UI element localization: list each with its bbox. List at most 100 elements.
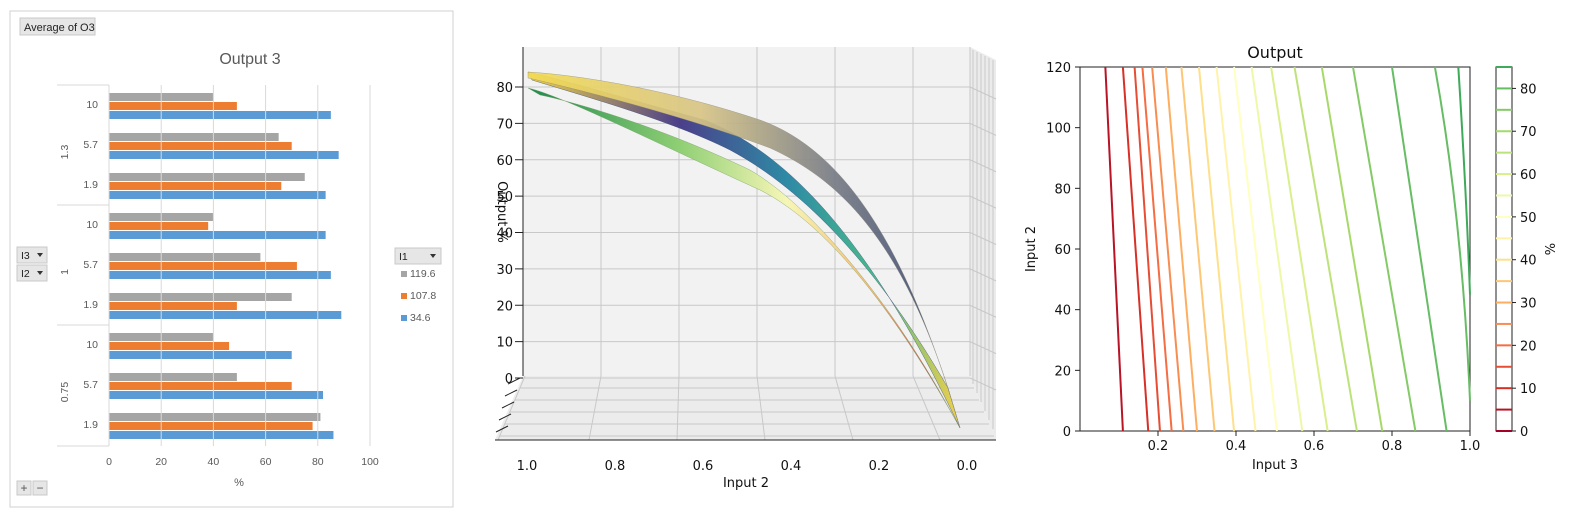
surface-3d-chart: 0 10 20 30 40 50 60 70 80 1.0 0.8 0.6 0.4 0.2 0.0 Out…: [494, 47, 997, 491]
grid-line: [969, 122, 997, 136]
y-axis-categories: 1.3 10 5.7 1.9 1 10 5.7 1.9 0.75 10 5.7 1.9: [57, 84, 110, 447]
bar-107.8: [109, 422, 313, 430]
bar-107.8: [109, 222, 209, 230]
x-tick-label: 60: [260, 456, 272, 468]
x-tick-label: 0.4: [1226, 439, 1247, 454]
contour-line: [1457, 66, 1471, 295]
contour-line: [1320, 66, 1384, 432]
contour-line: [1180, 66, 1216, 432]
contour-lines: [1104, 66, 1471, 432]
grid-line: [497, 375, 526, 441]
chart-title: Output 3: [219, 51, 280, 68]
colorbar-tick-label: 0: [1520, 425, 1528, 440]
depth-tick-mark: [507, 377, 521, 385]
x-tick-label: 80: [312, 456, 324, 468]
x-tick-label: 0.6: [693, 459, 714, 474]
category-label: 5.7: [83, 379, 98, 391]
y-tick-label: 40: [1054, 304, 1071, 319]
y-tick-label: 120: [1046, 61, 1071, 76]
bar-107.8: [109, 262, 297, 270]
depth-tick-mark: [498, 413, 512, 421]
z-tick-label: 10: [496, 336, 513, 351]
y-tick-label: 100: [1046, 122, 1071, 137]
colorbar-tick-label: 70: [1520, 125, 1537, 140]
grid-line: [969, 195, 997, 209]
dropdown-arrow-icon: [430, 254, 436, 258]
x-tick-label: 0.2: [869, 459, 890, 474]
legend-field-label: I1: [399, 251, 408, 263]
z-tick-label: 30: [496, 263, 513, 278]
bar-34.6: [109, 431, 334, 439]
bar-34.6: [109, 311, 342, 319]
x-axis-label: Input 3: [1252, 458, 1298, 473]
dropdown-arrow-icon: [37, 271, 43, 275]
bar-34.6: [109, 351, 292, 359]
collapse-button[interactable]: −: [32, 480, 48, 496]
expand-button[interactable]: +: [16, 480, 32, 496]
z-axis-ticks: 0 10 20 30 40 50 60 70 80: [496, 81, 523, 387]
legend-label: 34.6: [410, 312, 431, 324]
grid-line: [969, 86, 997, 100]
x-axis-label: %: [234, 477, 244, 489]
contour-line: [1433, 66, 1471, 401]
bar-34.6: [109, 391, 324, 399]
bar-34.6: [109, 151, 339, 159]
grid-line: [676, 375, 680, 441]
legend-label: 107.8: [410, 290, 436, 302]
x-tick-label: 20: [155, 456, 167, 468]
collapse-label: −: [36, 481, 43, 495]
bar-107.8: [109, 342, 230, 350]
category-label: 5.7: [83, 259, 98, 271]
x-tick-label: 0.0: [957, 459, 978, 474]
bar-119.6: [109, 293, 292, 301]
bar-34.6: [109, 271, 331, 279]
grid-line: [834, 375, 854, 441]
bar-34.6: [109, 191, 326, 199]
y-tick-label: 20: [1054, 364, 1071, 379]
x-tick-label: 100: [361, 456, 379, 468]
legend: 119.6 107.8 34.6: [401, 268, 436, 324]
colorbar-tick-label: 10: [1520, 382, 1537, 397]
legend-field-button-i1[interactable]: I1: [394, 247, 442, 265]
bar-119.6: [109, 173, 305, 181]
x-tick-label: 0.2: [1148, 439, 1169, 454]
contour-line: [1141, 66, 1173, 432]
group-label: 1.3: [59, 145, 71, 160]
x-tick-label: 1.0: [517, 459, 538, 474]
surface-gray: [527, 71, 961, 429]
expand-label: +: [20, 481, 27, 495]
row-field-button-i3[interactable]: I3: [16, 246, 48, 264]
pivot-value-field-button[interactable]: Average of O3: [19, 17, 96, 36]
bar-119.6: [109, 133, 279, 141]
contour-line: [1151, 66, 1185, 432]
row-field-i3-label: I3: [21, 250, 30, 262]
pivot-bar-chart: Average of O3 Output 3 0 20 40 60 80 100 1.31…: [9, 10, 454, 508]
y-tick-label: 0: [1063, 425, 1071, 440]
grid-line: [969, 377, 997, 391]
x-axis-label: Input 2: [723, 476, 769, 491]
category-label: 1.9: [83, 179, 98, 191]
group-label: 0.75: [59, 382, 71, 403]
z-tick-label: 50: [496, 190, 513, 205]
x-tick-label: 0.4: [781, 459, 802, 474]
contour-line: [1270, 66, 1329, 432]
grid-3d: [497, 47, 997, 441]
colorbar-tick-label: 50: [1520, 211, 1537, 226]
contour-line: [1352, 66, 1417, 432]
contour-line: [1133, 66, 1161, 432]
legend-swatch: [401, 315, 407, 321]
bar-119.6: [109, 373, 237, 381]
row-field-button-i2[interactable]: I2: [16, 264, 48, 282]
contour-line: [1104, 66, 1124, 432]
z-tick-label: 20: [496, 299, 513, 314]
legend-swatch: [401, 293, 407, 299]
bar-34.6: [109, 111, 331, 119]
category-label: 10: [86, 339, 98, 351]
x-axis-ticks: 0 20 40 60 80 100: [106, 456, 379, 468]
colorbar-frame: [1495, 66, 1513, 432]
side-pane: [970, 47, 996, 440]
contour-line: [1121, 66, 1150, 432]
contour-line: [1293, 66, 1358, 432]
bar-107.8: [109, 102, 237, 110]
